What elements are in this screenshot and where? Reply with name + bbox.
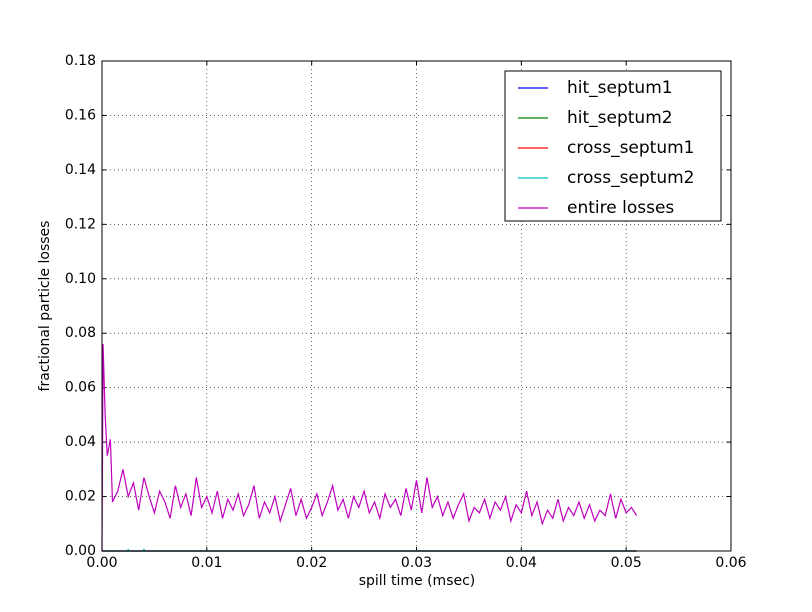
legend-label: hit_septum1 — [567, 78, 673, 98]
y-tick-label: 0.14 — [65, 162, 96, 178]
y-tick-label: 0.12 — [65, 216, 96, 232]
y-axis-label: fractional particle losses — [37, 221, 53, 392]
y-tick-label: 0.00 — [65, 543, 96, 559]
y-tick-label: 0.16 — [65, 107, 96, 123]
y-tick-label: 0.08 — [65, 325, 96, 341]
legend-label: hit_septum2 — [567, 108, 673, 128]
legend-label: entire losses — [567, 198, 674, 218]
x-tick-label: 0.02 — [296, 555, 327, 571]
x-tick-label: 0.04 — [506, 555, 537, 571]
x-tick-label: 0.05 — [611, 555, 642, 571]
legend-label: cross_septum1 — [567, 138, 695, 158]
y-tick-label: 0.10 — [65, 271, 96, 287]
plot-frame — [101, 60, 732, 552]
y-tick-label: 0.04 — [65, 434, 96, 450]
x-axis-label: spill time (msec) — [359, 573, 476, 589]
series-line — [101, 344, 638, 552]
y-tick-label: 0.06 — [65, 380, 96, 396]
y-tick-label: 0.18 — [65, 53, 96, 69]
x-tick-label: 0.00 — [86, 555, 117, 571]
y-tick-label: 0.02 — [65, 489, 96, 505]
legend-label: cross_septum2 — [567, 168, 695, 188]
legend-box — [504, 70, 722, 222]
x-tick-label: 0.06 — [715, 555, 746, 571]
x-tick-label: 0.03 — [401, 555, 432, 571]
x-tick-label: 0.01 — [191, 555, 222, 571]
